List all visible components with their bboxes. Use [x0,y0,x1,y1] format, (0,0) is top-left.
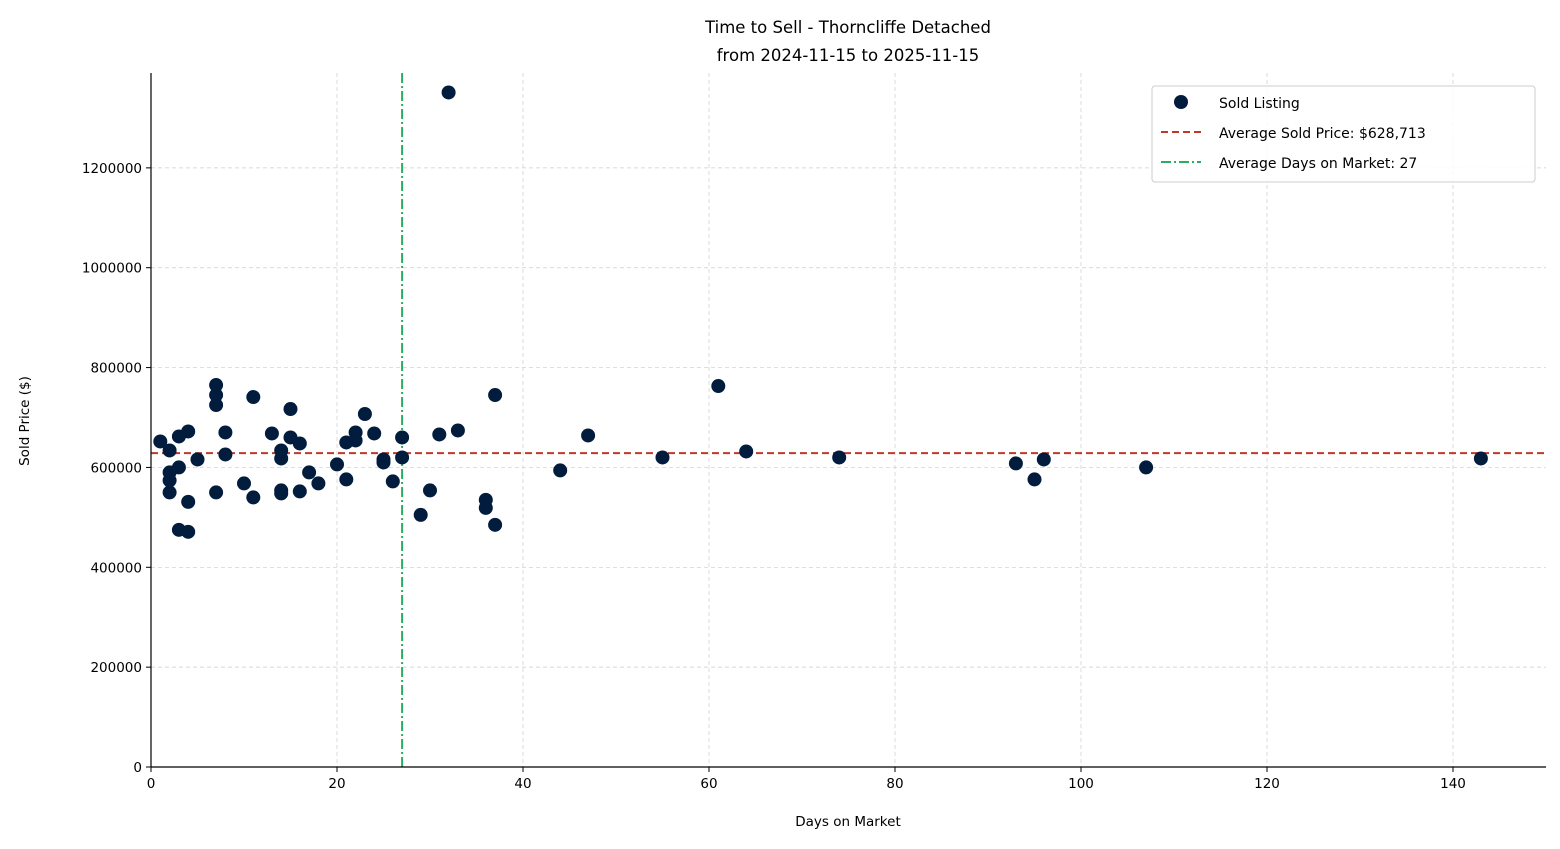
data-point [181,524,196,539]
data-point [218,447,233,462]
x-tick-label: 120 [1254,776,1280,792]
data-point [246,390,261,405]
data-point [413,507,428,522]
legend-box [1151,85,1536,183]
data-point [367,426,382,441]
data-point [171,460,186,475]
y-tick-label: 800000 [90,361,142,377]
data-point [357,407,372,422]
data-point [376,455,391,470]
data-point [348,433,363,448]
y-tick-label: 0 [133,760,142,776]
data-point [385,474,400,489]
legend-label-avg-days: Average Days on Market: 27 [1219,156,1417,172]
legend-label-sold: Sold Listing [1219,96,1300,112]
data-point [153,434,168,449]
data-point [581,428,596,443]
y-axis-label: Sold Price ($) [17,376,33,466]
data-point [283,402,298,417]
data-point [441,85,456,100]
x-axis-label: Days on Market [795,814,901,830]
data-point [209,388,224,403]
x-tick-label: 0 [147,776,156,792]
data-point [190,452,205,467]
data-point [274,451,289,466]
data-point [553,463,568,478]
legend: Sold Listing Average Sold Price: $628,71… [1151,85,1536,183]
x-tick-label: 20 [328,776,345,792]
data-point [274,486,289,501]
data-point [292,436,307,451]
data-point [162,443,177,458]
data-point [292,484,307,499]
data-point [246,490,261,505]
data-point [488,517,503,532]
chart-subtitle: from 2024-11-15 to 2025-11-15 [717,46,979,65]
data-point [655,450,670,465]
data-point [1139,460,1154,475]
data-point [1473,451,1488,466]
data-point [423,483,437,498]
data-point [162,473,177,488]
data-point [311,476,326,491]
x-tick-label: 60 [700,776,717,792]
x-tick-label: 40 [514,776,531,792]
data-point [450,423,465,438]
data-point [739,444,754,459]
data-point [432,427,447,442]
data-point [478,500,493,515]
data-point [302,465,317,480]
data-point [1027,472,1042,487]
chart-title: Time to Sell - Thorncliffe Detached [704,18,991,37]
data-point [264,426,279,441]
y-tick-label: 1000000 [82,261,142,277]
data-point [209,378,224,393]
data-point [181,494,196,509]
y-tick-label: 200000 [90,660,142,676]
data-point [218,425,233,440]
data-point [488,388,503,403]
y-tick-label: 400000 [90,560,142,576]
data-point [395,450,410,465]
data-point [395,430,410,445]
data-point [711,379,726,394]
legend-label-avg-price: Average Sold Price: $628,713 [1219,126,1426,142]
data-point [339,472,354,487]
data-point [209,485,224,500]
x-tick-label: 100 [1068,776,1094,792]
data-point [832,450,847,465]
data-point [162,485,177,500]
y-tick-label: 1200000 [82,161,142,177]
data-point [1036,452,1051,467]
data-point [237,476,251,491]
data-point [330,457,344,472]
legend-marker-sold [1174,95,1188,109]
data-point [1008,456,1023,471]
data-point [209,398,224,413]
data-point [181,424,196,439]
x-tick-label: 80 [886,776,903,792]
y-tick-label: 600000 [90,460,142,476]
x-tick-label: 140 [1440,776,1466,792]
points [153,85,1488,539]
ticks: 0 20 40 60 80 100 120 140 0 200000 400000 600000 800… [82,161,1466,792]
